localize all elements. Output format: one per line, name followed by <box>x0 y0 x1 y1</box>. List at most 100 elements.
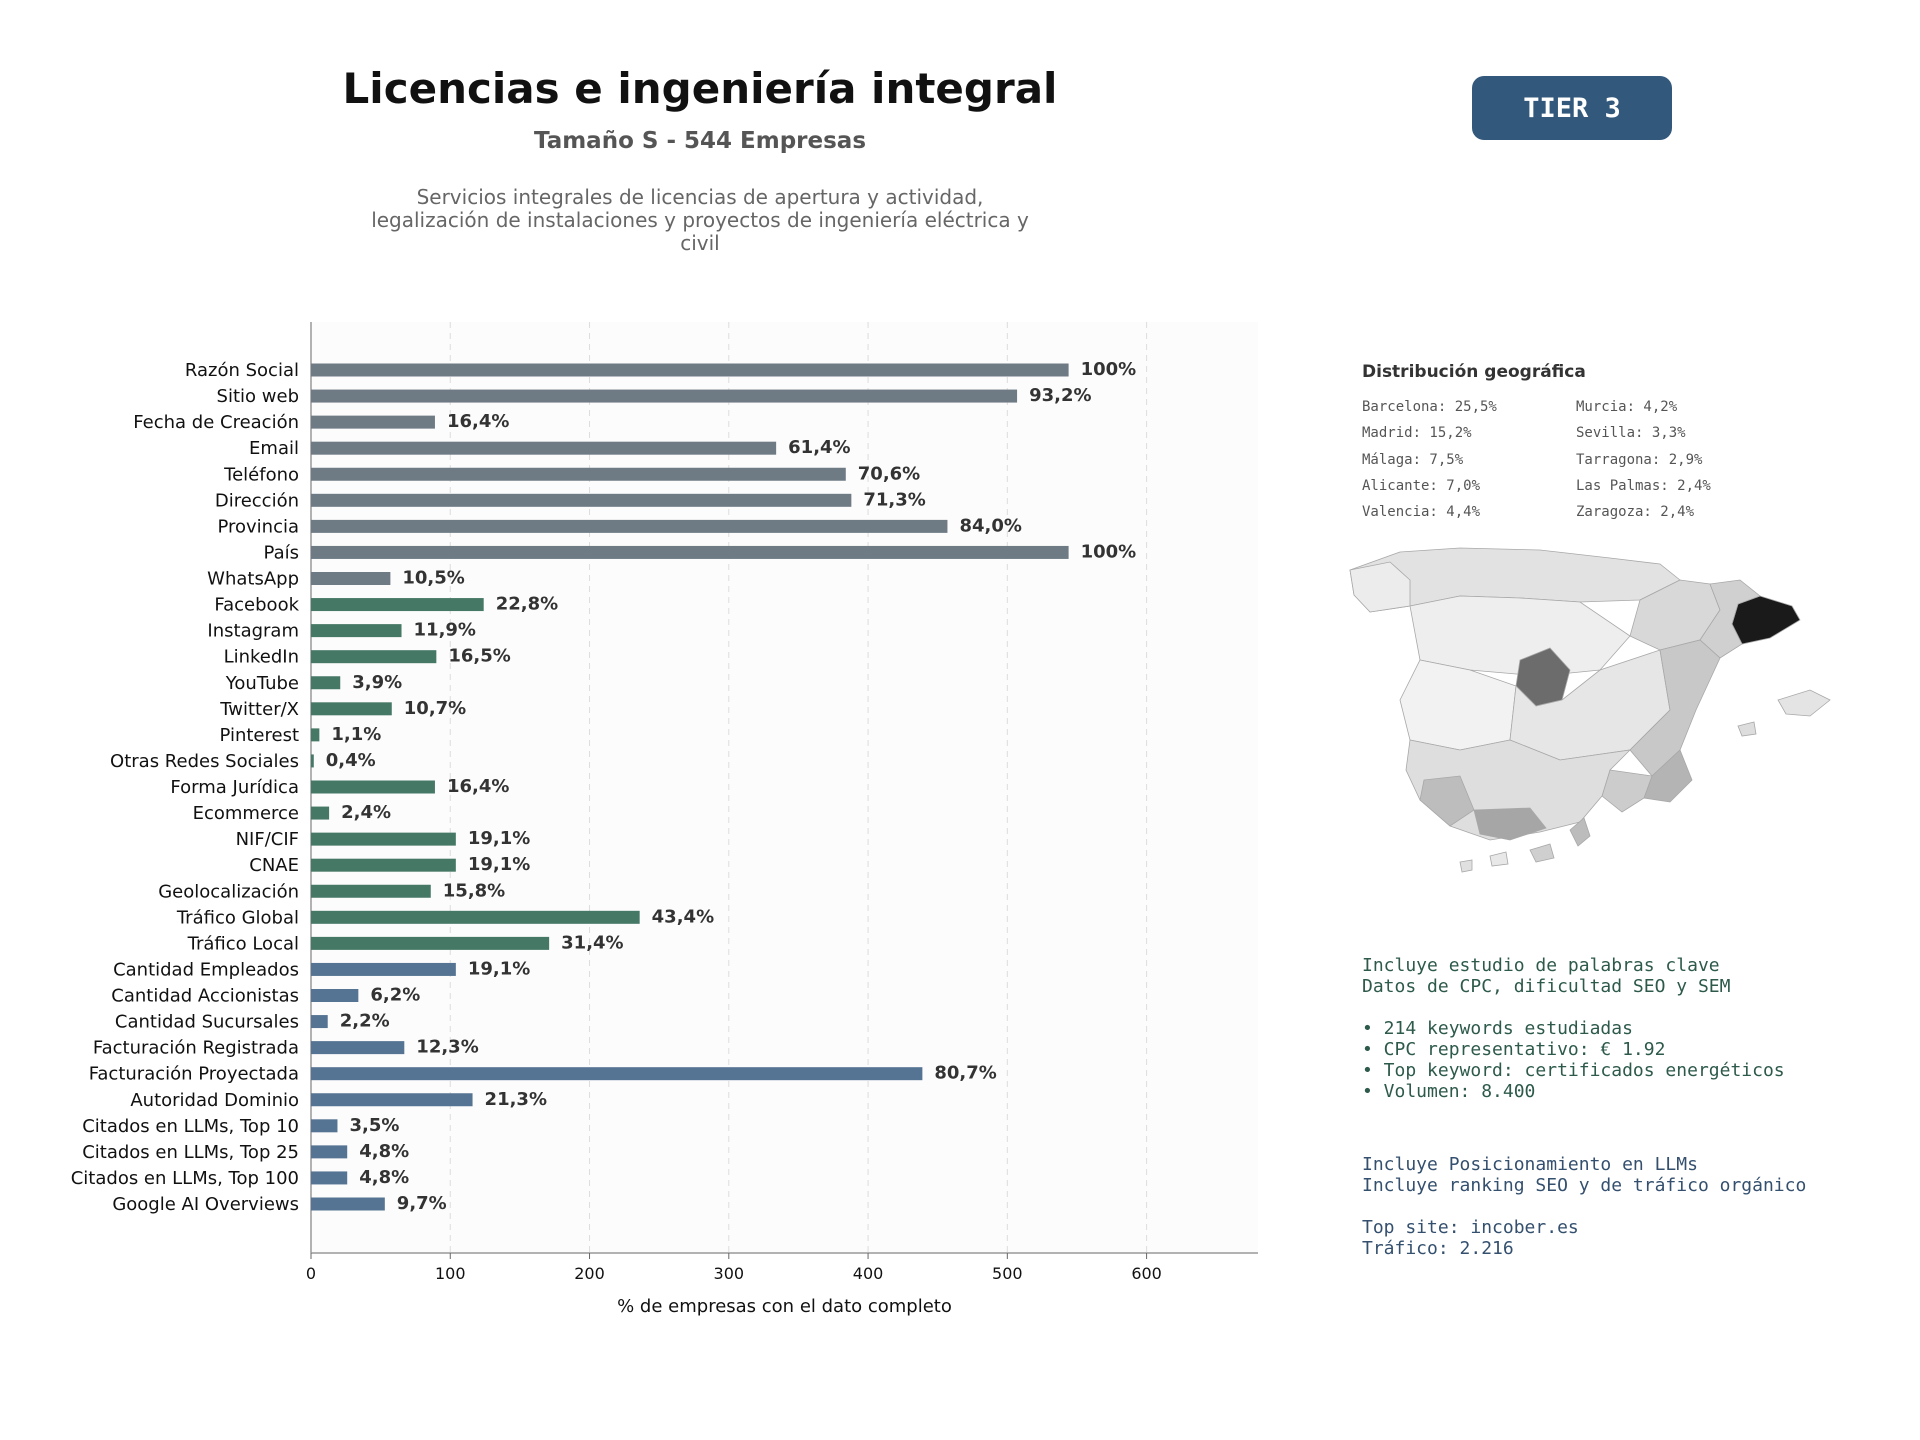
description-line: Servicios integrales de licencias de ape… <box>416 185 984 209</box>
data-label: 100% <box>1081 359 1137 380</box>
geo-stat: Málaga: 7,5% <box>1362 452 1464 468</box>
description-line: civil <box>680 231 720 255</box>
data-label: 2,2% <box>340 1011 390 1032</box>
category-label: Instagram <box>207 621 299 642</box>
geo-title: Distribución geográfica <box>1362 362 1586 382</box>
category-label: Twitter/X <box>219 699 299 720</box>
bar <box>311 1145 348 1159</box>
map-region-canary-3 <box>1489 851 1509 867</box>
map-region-west <box>1399 659 1517 751</box>
bar <box>311 676 341 690</box>
bar <box>311 1119 338 1133</box>
bar <box>311 1093 473 1107</box>
geo-stat: Madrid: 15,2% <box>1362 425 1472 441</box>
bar <box>311 780 435 794</box>
category-label: Dirección <box>215 490 299 511</box>
llm-line: Incluye ranking SEO y de tráfico orgánic… <box>1362 1175 1807 1196</box>
category-label: Cantidad Empleados <box>113 959 299 980</box>
data-label: 0,4% <box>326 750 376 771</box>
bar <box>311 754 314 768</box>
data-label: 16,4% <box>447 776 509 797</box>
category-label: Provincia <box>217 516 299 537</box>
bar <box>311 389 1018 403</box>
geo-stat: Barcelona: 25,5% <box>1362 399 1497 415</box>
data-label: 19,1% <box>468 958 530 979</box>
category-label: YouTube <box>225 673 299 694</box>
category-label: WhatsApp <box>207 569 299 590</box>
bar <box>311 467 846 481</box>
map-region-balearic <box>1777 689 1831 717</box>
x-tick-label: 600 <box>1131 1264 1162 1283</box>
category-label: Pinterest <box>219 725 299 746</box>
data-label: 9,7% <box>397 1193 447 1214</box>
geo-stat: Sevilla: 3,3% <box>1576 425 1686 441</box>
page-subtitle: Tamaño S - 544 Empresas <box>533 128 867 154</box>
data-label: 2,4% <box>341 802 391 823</box>
category-label: Sitio web <box>217 386 299 407</box>
data-label: 19,1% <box>468 828 530 849</box>
x-tick-label: 100 <box>435 1264 466 1283</box>
data-label: 70,6% <box>858 463 920 484</box>
bar <box>311 493 852 507</box>
category-label: Facebook <box>214 595 299 616</box>
map-region-malaga <box>1473 807 1547 841</box>
tier-badge: TIER 3 <box>1472 76 1672 140</box>
x-axis-label: % de empresas con el dato completo <box>617 1296 952 1317</box>
bar <box>311 598 484 612</box>
bar <box>311 806 330 820</box>
category-label: CNAE <box>249 855 299 876</box>
map-region-murcia <box>1601 769 1653 813</box>
data-label: 4,8% <box>359 1167 409 1188</box>
bar <box>311 1067 923 1081</box>
seo-bullet: • CPC representativo: € 1.92 <box>1362 1039 1666 1060</box>
category-label: NIF/CIF <box>236 829 299 850</box>
data-label: 61,4% <box>788 437 850 458</box>
data-label: 19,1% <box>468 854 530 875</box>
data-label: 16,4% <box>447 411 509 432</box>
category-label: Otras Redes Sociales <box>110 751 299 772</box>
seo-line: Datos de CPC, dificultad SEO y SEM <box>1362 976 1731 997</box>
map-region-canary-2 <box>1529 843 1555 863</box>
category-label: Teléfono <box>223 464 299 485</box>
geo-stat: Tarragona: 2,9% <box>1576 452 1703 468</box>
bar-chart: 0 100 200 300 400 500 600 % de empresas con el … <box>71 322 1258 1317</box>
bar <box>311 624 402 638</box>
traffic-value: Tráfico: 2.216 <box>1362 1238 1514 1259</box>
geo-stat: Murcia: 4,2% <box>1576 399 1678 415</box>
data-label: 6,2% <box>370 985 420 1006</box>
map-region-barcelona <box>1731 595 1801 645</box>
data-label: 93,2% <box>1029 385 1091 406</box>
category-label: Facturación Registrada <box>93 1038 299 1059</box>
category-label: Tráfico Local <box>187 933 299 954</box>
bar <box>311 1171 348 1185</box>
x-tick-label: 300 <box>714 1264 745 1283</box>
data-label: 15,8% <box>443 880 505 901</box>
data-label: 100% <box>1081 541 1137 562</box>
data-label: 22,8% <box>496 594 558 615</box>
geo-stat: Alicante: 7,0% <box>1362 478 1481 494</box>
seo-bullet: • 214 keywords estudiadas <box>1362 1018 1633 1039</box>
x-tick-label: 200 <box>574 1264 605 1283</box>
spain-map <box>1349 547 1831 873</box>
category-label: Citados en LLMs, Top 100 <box>71 1168 299 1189</box>
data-label: 3,5% <box>349 1115 399 1136</box>
page-title: Licencias e ingeniería integral <box>342 64 1058 113</box>
bar <box>311 572 391 585</box>
geo-stat: Zaragoza: 2,4% <box>1576 504 1695 520</box>
data-label: 1,1% <box>331 724 381 745</box>
data-label: 10,7% <box>404 698 466 719</box>
description: Servicios integrales de licencias de ape… <box>340 186 1060 255</box>
category-label: Email <box>249 438 299 459</box>
bar <box>311 363 1069 377</box>
bar <box>311 832 456 846</box>
category-label: Cantidad Accionistas <box>111 986 299 1007</box>
category-label: Ecommerce <box>193 803 299 824</box>
data-label: 21,3% <box>485 1089 547 1110</box>
bar <box>311 728 320 742</box>
data-label: 3,9% <box>352 672 402 693</box>
data-label: 71,3% <box>863 489 925 510</box>
data-label: 31,4% <box>561 932 623 953</box>
data-label: 16,5% <box>448 646 510 667</box>
bar <box>311 858 456 872</box>
bar <box>311 989 359 1002</box>
